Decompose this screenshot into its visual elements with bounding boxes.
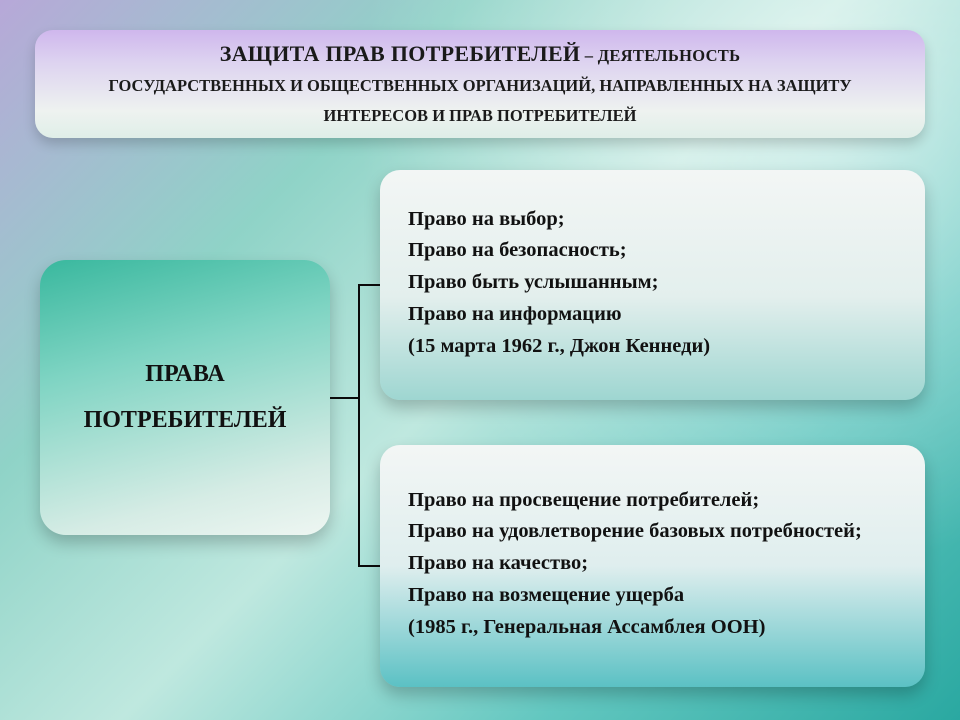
connector-vertical [358, 284, 360, 566]
header-text: ЗАЩИТА ПРАВ ПОТРЕБИТЕЛЕЙ – ДЕЯТЕЛЬНОСТЬ … [63, 39, 897, 128]
header-subtitle: ГОСУДАРСТВЕННЫХ И ОБЩЕСТВЕННЫХ ОРГАНИЗАЦ… [108, 76, 851, 125]
connector-bottom [358, 565, 380, 567]
header-title-main: ЗАЩИТА ПРАВ ПОТРЕБИТЕЛЕЙ [220, 41, 581, 66]
right-bottom-box: Право на просвещение потребителей; Право… [380, 445, 925, 687]
connector-top [358, 284, 380, 286]
connector-main [330, 397, 360, 399]
left-box: ПРАВА ПОТРЕБИТЕЛЕЙ [40, 260, 330, 535]
right-top-text: Право на выбор; Право на безопасность; П… [408, 204, 710, 363]
header-box: ЗАЩИТА ПРАВ ПОТРЕБИТЕЛЕЙ – ДЕЯТЕЛЬНОСТЬ … [35, 30, 925, 138]
left-label: ПРАВА ПОТРЕБИТЕЛЕЙ [60, 352, 310, 443]
right-bottom-text: Право на просвещение потребителей; Право… [408, 485, 862, 644]
header-title-rest: – ДЕЯТЕЛЬНОСТЬ [580, 46, 740, 65]
right-top-box: Право на выбор; Право на безопасность; П… [380, 170, 925, 400]
